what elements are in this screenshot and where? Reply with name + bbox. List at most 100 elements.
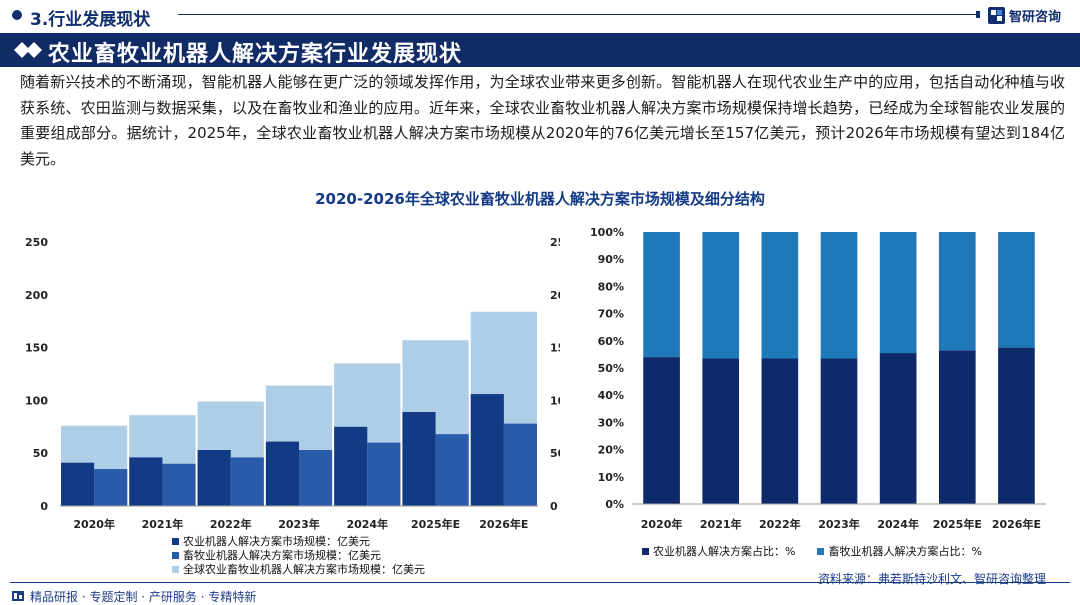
y-tick-share-1: 10%	[598, 471, 624, 484]
legend-item-agri-share: 农业机器人解决方案占比：%	[642, 543, 795, 559]
y-tick-left: 0	[40, 500, 48, 513]
x-tick-left-2: 2022年	[210, 517, 252, 531]
bar-agri-6	[470, 394, 504, 506]
y-tick-share-7: 70%	[598, 308, 624, 321]
legend-swatch-agri-share	[642, 547, 649, 555]
legend-label-agri-share: 农业机器人解决方案占比：%	[653, 545, 796, 558]
x-tick-share-1: 2021年	[700, 517, 742, 531]
legend-swatch-livestock	[172, 551, 179, 559]
y-tick-right: 150	[550, 342, 560, 355]
diamond-icon	[14, 42, 42, 58]
y-tick-left: 200	[25, 289, 48, 302]
legend-label-total: 全球农业畜牧业机器人解决方案市场规模：亿美元	[183, 563, 425, 576]
y-tick-share-2: 20%	[598, 444, 624, 457]
legend-item-total: 全球农业畜牧业机器人解决方案市场规模：亿美元	[172, 562, 425, 576]
section-divider-end	[976, 11, 980, 18]
market-size-chart: 0 0 50 50 100 100 150 150 200 200 250 250 2020年 2021年…	[25, 236, 560, 531]
bar-agri-0	[61, 462, 95, 506]
bar-agri-1	[129, 457, 163, 506]
x-tick-left-0: 2020年	[73, 517, 115, 531]
x-tick-share-3: 2023年	[818, 517, 860, 531]
footer-services: 精品研报 · 专题定制 · 产研服务 · 专精特新	[30, 590, 257, 604]
legend-swatch-total	[172, 565, 179, 573]
bar-agri-share-5	[938, 350, 976, 504]
bar-agri-4	[334, 426, 368, 506]
bar-livestock-1	[162, 463, 196, 506]
section-title: 3.行业发展现状	[30, 10, 151, 30]
bar-agri-5	[402, 412, 436, 506]
y-tick-share-0: 0%	[605, 498, 624, 511]
legend-label-livestock-share: 畜牧业机器人解决方案占比：%	[828, 545, 982, 558]
x-tick-left-4: 2024年	[346, 517, 388, 531]
y-tick-left: 150	[25, 342, 48, 355]
legend-label-agri: 农业机器人解决方案市场规模：亿美元	[183, 535, 370, 548]
footer-divider	[10, 582, 1070, 583]
bar-agri-share-4	[879, 353, 917, 504]
x-tick-left-5: 2025年E	[411, 517, 460, 531]
y-tick-share-5: 50%	[598, 362, 624, 375]
x-tick-left-6: 2026年E	[479, 517, 528, 531]
bar-livestock-share-6	[998, 232, 1035, 348]
x-tick-share-5: 2025年E	[933, 517, 982, 531]
brand-name: 智研咨询	[1009, 9, 1062, 25]
y-tick-right: 200	[550, 289, 560, 302]
bar-agri-share-1	[702, 358, 740, 504]
y-tick-share-4: 40%	[598, 389, 624, 402]
legend-swatch-livestock-share	[817, 547, 825, 555]
x-tick-share-6: 2026年E	[992, 517, 1041, 531]
bar-livestock-6	[503, 423, 537, 506]
y-tick-left: 100	[25, 394, 48, 407]
top-bar: 3.行业发展现状 智研咨询	[0, 0, 1080, 32]
bar-livestock-share-0	[643, 232, 680, 358]
bar-livestock-4	[367, 442, 401, 506]
legend-item-livestock-share: 畜牧业机器人解决方案占比：%	[817, 543, 982, 559]
y-tick-share-9: 90%	[598, 253, 624, 266]
legend-swatch-agri	[172, 537, 179, 545]
x-tick-left-1: 2021年	[142, 517, 184, 531]
y-tick-right: 0	[550, 500, 558, 513]
brand-logo: 智研咨询	[988, 5, 1061, 25]
bar-livestock-share-3	[820, 232, 858, 359]
bar-agri-share-0	[643, 357, 680, 504]
bar-livestock-share-1	[702, 232, 740, 359]
y-tick-share-6: 60%	[598, 335, 624, 348]
bar-agri-share-2	[761, 358, 799, 504]
y-tick-right: 250	[550, 236, 560, 249]
y-tick-left: 250	[25, 236, 48, 249]
x-tick-share-2: 2022年	[759, 517, 801, 531]
bar-agri-2	[197, 450, 231, 506]
bar-livestock-share-5	[938, 232, 976, 351]
banner-title: 农业畜牧业机器人解决方案行业发展现状	[48, 42, 463, 67]
section-divider	[178, 14, 978, 15]
share-structure-legend: 农业机器人解决方案占比：% 畜牧业机器人解决方案占比：%	[642, 543, 1004, 559]
report-icon	[12, 591, 24, 601]
bar-livestock-3	[299, 450, 333, 506]
x-tick-left-3: 2023年	[278, 517, 320, 531]
y-tick-right: 100	[550, 394, 560, 407]
bar-livestock-0	[94, 469, 128, 506]
bar-agri-share-6	[998, 347, 1035, 504]
data-source: 资料来源：弗若斯特沙利文、智研咨询整理	[817, 572, 1046, 586]
legend-item-agri: 农业机器人解决方案市场规模：亿美元	[172, 534, 425, 548]
legend-label-livestock: 畜牧业机器人解决方案市场规模：亿美元	[183, 549, 381, 562]
bar-livestock-2	[230, 457, 264, 506]
y-tick-left: 50	[33, 447, 49, 460]
y-tick-share-3: 30%	[598, 416, 624, 429]
market-size-legend: 农业机器人解决方案市场规模：亿美元 畜牧业机器人解决方案市场规模：亿美元 全球农…	[172, 534, 425, 576]
share-structure-chart: 0% 10% 20% 30% 40% 50% 60% 70% 80% 90% 100% 2020年 20…	[590, 226, 1046, 531]
bar-agri-3	[265, 441, 299, 506]
title-banner: 农业畜牧业机器人解决方案行业发展现状	[0, 33, 1080, 67]
brand-icon	[988, 6, 1005, 24]
bar-livestock-share-4	[879, 232, 917, 354]
section-bullet	[12, 10, 22, 20]
y-tick-right: 50	[550, 447, 560, 460]
intro-paragraph: 随着新兴技术的不断涌现，智能机器人能够在更广泛的领域发挥作用，为全球农业带来更多…	[20, 73, 1065, 168]
bar-livestock-5	[435, 434, 469, 506]
chart-title: 2020-2026年全球农业畜牧业机器人解决方案市场规模及细分结构	[315, 190, 765, 208]
y-tick-share-10: 100%	[590, 226, 624, 239]
bar-livestock-share-2	[761, 232, 799, 359]
x-tick-share-4: 2024年	[877, 517, 919, 531]
bar-agri-share-3	[820, 358, 858, 504]
y-tick-share-8: 80%	[598, 280, 624, 293]
x-tick-share-0: 2020年	[641, 517, 683, 531]
